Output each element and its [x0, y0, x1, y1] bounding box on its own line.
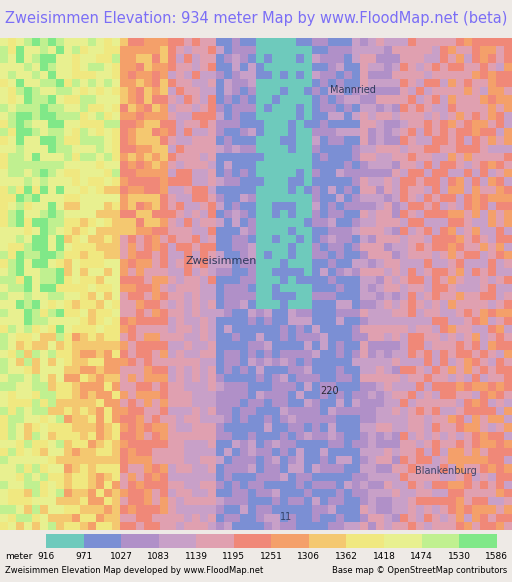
Bar — [347, 534, 384, 548]
Text: 1306: 1306 — [297, 552, 321, 560]
Bar — [234, 534, 271, 548]
Text: 1418: 1418 — [373, 552, 395, 560]
Text: 11: 11 — [280, 512, 292, 521]
Bar — [196, 534, 234, 548]
Bar — [83, 534, 121, 548]
Text: 1083: 1083 — [147, 552, 170, 560]
Text: 916: 916 — [37, 552, 55, 560]
Text: 1586: 1586 — [485, 552, 508, 560]
Bar — [159, 534, 196, 548]
Text: 1362: 1362 — [335, 552, 358, 560]
Bar — [459, 534, 497, 548]
Text: 1195: 1195 — [222, 552, 245, 560]
Text: 971: 971 — [75, 552, 92, 560]
Text: 1530: 1530 — [447, 552, 471, 560]
Text: Base map © OpenStreetMap contributors: Base map © OpenStreetMap contributors — [332, 566, 507, 576]
Text: meter: meter — [5, 552, 32, 560]
Text: Mannried: Mannried — [330, 85, 376, 95]
Text: Blankenburg: Blankenburg — [415, 466, 477, 477]
Text: Zweisimmen Elevation Map developed by www.FloodMap.net: Zweisimmen Elevation Map developed by ww… — [5, 566, 263, 576]
Bar — [421, 534, 459, 548]
Text: 1027: 1027 — [110, 552, 133, 560]
Text: Zweisimmen: Zweisimmen — [185, 255, 257, 265]
Text: 1474: 1474 — [410, 552, 433, 560]
Text: Zweisimmen Elevation: 934 meter Map by www.FloodMap.net (beta): Zweisimmen Elevation: 934 meter Map by w… — [5, 12, 507, 26]
Bar — [121, 534, 159, 548]
Bar — [384, 534, 421, 548]
Bar — [309, 534, 347, 548]
Bar — [46, 534, 83, 548]
Bar — [271, 534, 309, 548]
Text: 1139: 1139 — [185, 552, 208, 560]
Text: 220: 220 — [320, 386, 338, 396]
Text: 1251: 1251 — [260, 552, 283, 560]
